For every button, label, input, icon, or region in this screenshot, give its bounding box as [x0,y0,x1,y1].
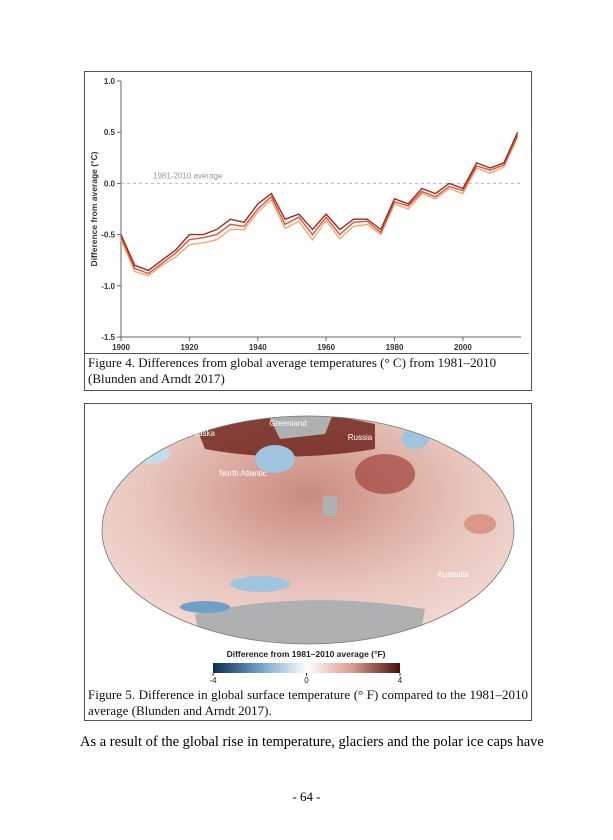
x-tick-label: 1940 [249,343,267,352]
x-tick-label: 1920 [180,343,198,352]
colorbar-tick-label: -4 [209,676,217,684]
map-label: Greenland [269,419,306,428]
map-label: North Atlantic [219,469,267,478]
y-axis-label: Difference from average (°C) [89,151,99,266]
x-tick-label: 1960 [317,343,335,352]
annotation: 1981-2010 average [153,171,223,180]
data-line [120,131,519,272]
map-body [102,416,514,644]
y-tick-label: 0.5 [104,128,116,137]
map-label: Russia [348,433,373,442]
page-number: - 64 - [292,789,321,804]
map-figure: Alaska Greenland Russia North Atlantic Austr… [101,415,515,684]
map-label: Australia [437,570,469,579]
body-text: As a result of the global rise in temper… [80,734,544,750]
x-tick-label: 1980 [386,343,404,352]
figure-4-box [84,71,532,391]
x-tick-label: 2000 [454,343,472,352]
y-tick-label: 1.0 [104,77,116,86]
figure-caption: Figure 5. Difference in global surface t… [88,687,528,718]
colorbar-tick-label: 0 [304,676,309,684]
y-tick-label: -1.0 [101,282,115,291]
data-line [120,137,519,277]
x-tick-label: 1900 [112,343,130,352]
colorbar [213,663,400,673]
map-label: Alaska [191,429,216,438]
y-tick-label: -0.5 [101,231,115,240]
caption-divider [85,353,529,390]
data-line [120,135,519,275]
y-tick-label: -1.5 [101,333,115,342]
map-outline [101,415,515,645]
figure-caption: Figure 4. Differences from global averag… [88,355,497,386]
colorbar-tick-label: 4 [398,676,403,684]
colorbar-title: Difference from 1981–2010 average (°F) [227,649,386,659]
y-tick-label: 0.0 [104,179,116,188]
